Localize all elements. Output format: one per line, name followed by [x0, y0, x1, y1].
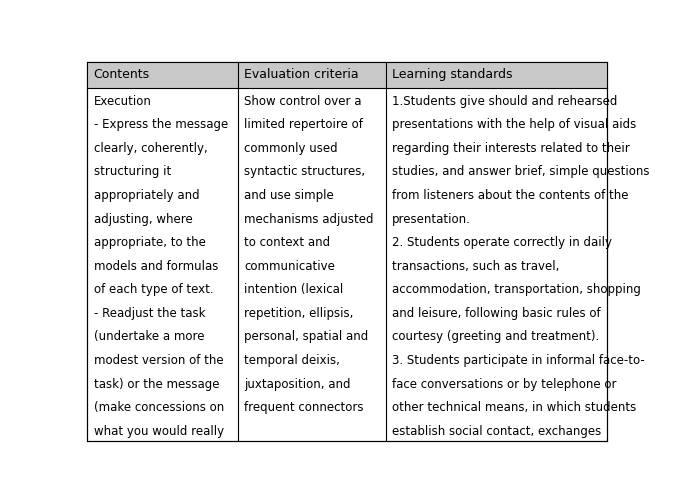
Bar — [87, 62, 607, 88]
Text: structuring it: structuring it — [93, 165, 171, 178]
Text: intention (lexical: intention (lexical — [244, 283, 343, 296]
Text: establish social contact, exchanges: establish social contact, exchanges — [392, 425, 601, 438]
Text: of each type of text.: of each type of text. — [93, 283, 213, 296]
Text: accommodation, transportation, shopping: accommodation, transportation, shopping — [392, 283, 641, 296]
Text: clearly, coherently,: clearly, coherently, — [93, 142, 207, 155]
Text: from listeners about the contents of the: from listeners about the contents of the — [392, 189, 629, 202]
Text: to context and: to context and — [244, 236, 330, 249]
Text: appropriately and: appropriately and — [93, 189, 199, 202]
Text: Execution: Execution — [93, 95, 152, 108]
Text: task) or the message: task) or the message — [93, 377, 219, 390]
Text: 3. Students participate in informal face-to-: 3. Students participate in informal face… — [392, 354, 645, 367]
Text: 1.Students give should and rehearsed: 1.Students give should and rehearsed — [392, 95, 617, 108]
Text: Contents: Contents — [93, 68, 150, 81]
Text: what you would really: what you would really — [93, 425, 223, 438]
Text: - Readjust the task: - Readjust the task — [93, 307, 205, 320]
Text: studies, and answer brief, simple questions: studies, and answer brief, simple questi… — [392, 165, 650, 178]
Text: adjusting, where: adjusting, where — [93, 213, 192, 226]
Text: mechanisms adjusted: mechanisms adjusted — [244, 213, 374, 226]
Text: and leisure, following basic rules of: and leisure, following basic rules of — [392, 307, 601, 320]
Text: repetition, ellipsis,: repetition, ellipsis, — [244, 307, 353, 320]
Text: personal, spatial and: personal, spatial and — [244, 331, 368, 344]
Text: (undertake a more: (undertake a more — [93, 331, 204, 344]
Text: frequent connectors: frequent connectors — [244, 401, 364, 414]
Text: courtesy (greeting and treatment).: courtesy (greeting and treatment). — [392, 331, 599, 344]
Text: face conversations or by telephone or: face conversations or by telephone or — [392, 377, 617, 390]
Text: commonly used: commonly used — [244, 142, 338, 155]
Text: regarding their interests related to their: regarding their interests related to the… — [392, 142, 630, 155]
Text: communicative: communicative — [244, 260, 335, 273]
Text: presentations with the help of visual aids: presentations with the help of visual ai… — [392, 118, 636, 131]
Text: Evaluation criteria: Evaluation criteria — [244, 68, 359, 81]
Text: presentation.: presentation. — [392, 213, 471, 226]
Text: transactions, such as travel,: transactions, such as travel, — [392, 260, 560, 273]
Text: (make concessions on: (make concessions on — [93, 401, 224, 414]
Text: limited repertoire of: limited repertoire of — [244, 118, 363, 131]
Text: temporal deixis,: temporal deixis, — [244, 354, 340, 367]
Text: other technical means, in which students: other technical means, in which students — [392, 401, 636, 414]
Text: appropriate, to the: appropriate, to the — [93, 236, 205, 249]
Text: and use simple: and use simple — [244, 189, 334, 202]
Text: Learning standards: Learning standards — [392, 68, 512, 81]
Text: - Express the message: - Express the message — [93, 118, 227, 131]
Text: juxtaposition, and: juxtaposition, and — [244, 377, 351, 390]
Text: models and formulas: models and formulas — [93, 260, 218, 273]
Text: syntactic structures,: syntactic structures, — [244, 165, 366, 178]
Text: modest version of the: modest version of the — [93, 354, 223, 367]
Text: Show control over a: Show control over a — [244, 95, 362, 108]
Text: 2. Students operate correctly in daily: 2. Students operate correctly in daily — [392, 236, 612, 249]
